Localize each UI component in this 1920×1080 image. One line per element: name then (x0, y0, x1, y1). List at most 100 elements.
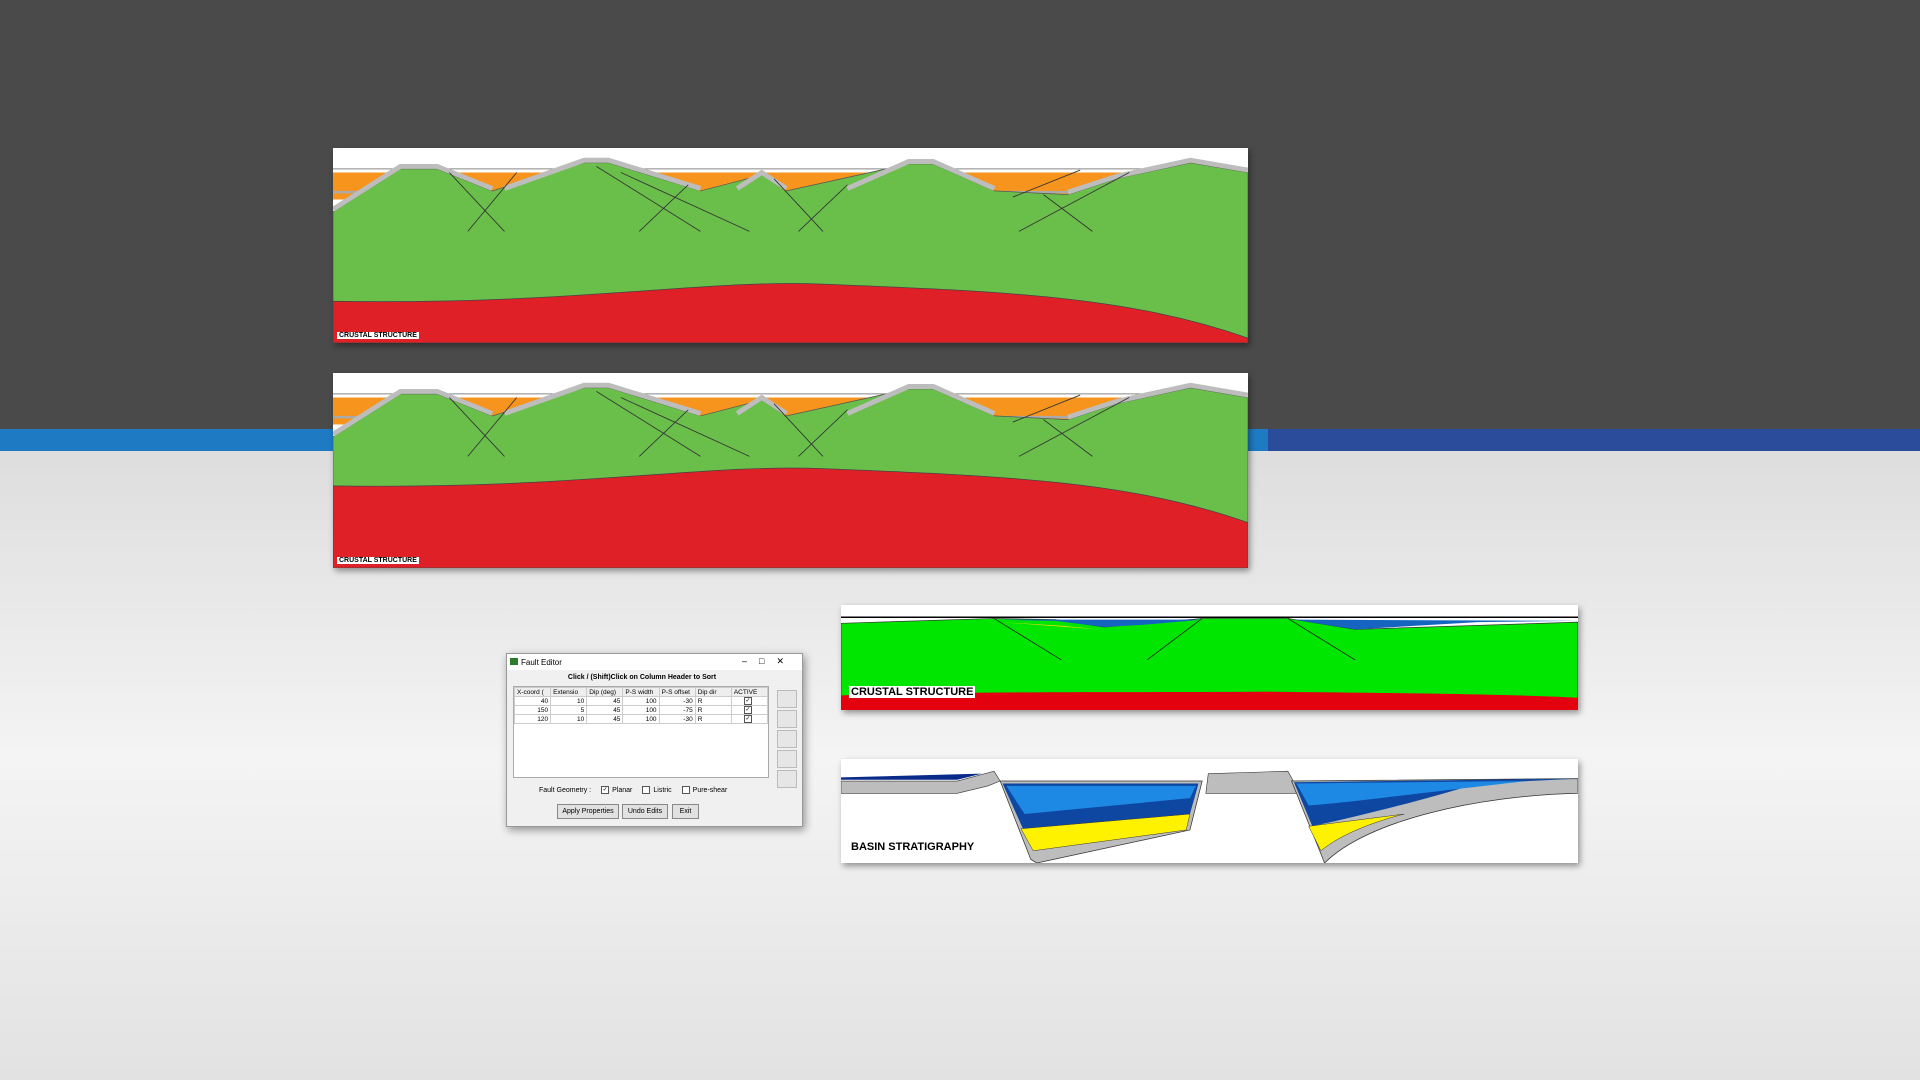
layer (467, 172, 518, 232)
layer (503, 157, 702, 191)
column-header: Extensio (550, 687, 588, 697)
cross-section: CRUSTAL STRUCTURE (841, 605, 1578, 710)
checkbox[interactable] (681, 786, 690, 794)
option: Pure-shear (681, 786, 728, 794)
panel-label: CRUSTAL STRUCTURE (849, 686, 976, 698)
layer (596, 391, 701, 457)
layer (333, 467, 1248, 568)
layer (449, 172, 505, 232)
layer (994, 619, 1203, 627)
section-drawing (333, 373, 1248, 568)
active-cell: ✓ (730, 696, 769, 706)
layer (1012, 169, 1081, 198)
option-label: Pure-shear (692, 786, 728, 794)
geometry-row: Fault Geometry : ✓ Planar Listric Pure-shea… (539, 786, 727, 794)
layer (1020, 813, 1191, 852)
table-cell: R (694, 696, 732, 706)
layer (620, 397, 750, 457)
column-header: Dip dir (694, 687, 732, 697)
table-cell: 150 (513, 705, 552, 715)
table-cell: -75 (658, 705, 696, 715)
layer (1205, 770, 1301, 794)
column-header: Dip (deg) (586, 687, 624, 697)
column-header: ACTIVE (730, 687, 769, 697)
layer (449, 397, 505, 457)
button[interactable]: Apply Properties (557, 804, 619, 819)
active-cell: ✓ (730, 705, 769, 715)
tool-button[interactable] (777, 710, 797, 728)
panel-label: CRUSTAL STRUCTURE (337, 557, 419, 564)
table-cell: 45 (586, 696, 624, 706)
table-row: 150 5 45 100 -75 R ✓ (513, 705, 769, 715)
section-drawing (333, 148, 1248, 343)
layer (993, 618, 1062, 661)
cross-section: CRUSTAL STRUCTURE (333, 148, 1248, 343)
checkbox[interactable]: ✓ (601, 786, 610, 794)
layer (1308, 813, 1405, 852)
layer (1293, 619, 1578, 630)
table-row: 40 10 45 100 -30 R ✓ (513, 696, 769, 706)
layer (1006, 785, 1197, 815)
table-cell: R (694, 705, 732, 715)
layer (638, 184, 689, 232)
layer (638, 409, 689, 457)
checkbox[interactable]: ✓ (743, 706, 752, 714)
checkbox[interactable]: ✓ (743, 715, 752, 723)
table-cell: 5 (550, 705, 588, 715)
option: Listric (642, 786, 672, 794)
option-label: Planar (612, 786, 633, 794)
tool-button[interactable] (777, 770, 797, 788)
layer (503, 382, 702, 416)
tool-button[interactable] (777, 730, 797, 748)
layer (1012, 394, 1081, 423)
layer (1067, 157, 1248, 195)
tool-button[interactable] (777, 750, 797, 768)
table-cell: -30 (658, 714, 696, 724)
layer (841, 770, 1001, 794)
layer (798, 184, 848, 232)
layer (846, 159, 996, 191)
layer (467, 397, 518, 457)
layer (841, 691, 1578, 710)
panel-label: CRUSTAL STRUCTURE (337, 332, 419, 339)
fault-editor-dialog: Fault Editor –□✕ Click / (Shift)Click on… (506, 653, 803, 827)
table-cell: 100 (622, 714, 660, 724)
layer (846, 384, 996, 416)
checkbox[interactable] (642, 786, 651, 794)
blue-band-dark (1268, 429, 1920, 451)
column-header: P-S offset (658, 687, 696, 697)
table-cell: 45 (586, 705, 624, 715)
layer (596, 166, 701, 232)
cross-section: BASIN STRATIGRAPHY (841, 759, 1578, 863)
layer (1296, 781, 1527, 806)
layer (1043, 194, 1093, 232)
checkbox[interactable]: ✓ (743, 697, 752, 705)
layer (620, 172, 750, 232)
table-cell: 10 (550, 714, 588, 724)
layer (1018, 397, 1130, 457)
layer (841, 773, 982, 780)
table-cell: R (694, 714, 732, 724)
layer (1067, 382, 1248, 420)
window-controls[interactable]: –□✕ (742, 656, 796, 666)
table-cell: -30 (658, 696, 696, 706)
button[interactable]: Undo Edits (622, 804, 668, 819)
column-header: P-S width (622, 687, 660, 697)
geometry-label: Fault Geometry : (539, 786, 592, 794)
dialog-title: Fault Editor (521, 657, 562, 667)
option: ✓ Planar (601, 786, 632, 794)
active-cell: ✓ (730, 714, 769, 724)
section-drawing (841, 759, 1578, 863)
layer (333, 163, 494, 212)
button[interactable]: Exit (672, 804, 699, 819)
fault-table[interactable]: X-coord (Extensio Dip (deg) P-S width P-S o… (513, 686, 769, 778)
layer (1287, 618, 1356, 661)
table-cell: 10 (550, 696, 588, 706)
layer (773, 178, 824, 232)
tool-button[interactable] (777, 690, 797, 708)
cross-section: CRUSTAL STRUCTURE (333, 373, 1248, 568)
layer (333, 283, 1248, 343)
layer (1146, 618, 1203, 661)
table-cell: 40 (513, 696, 552, 706)
